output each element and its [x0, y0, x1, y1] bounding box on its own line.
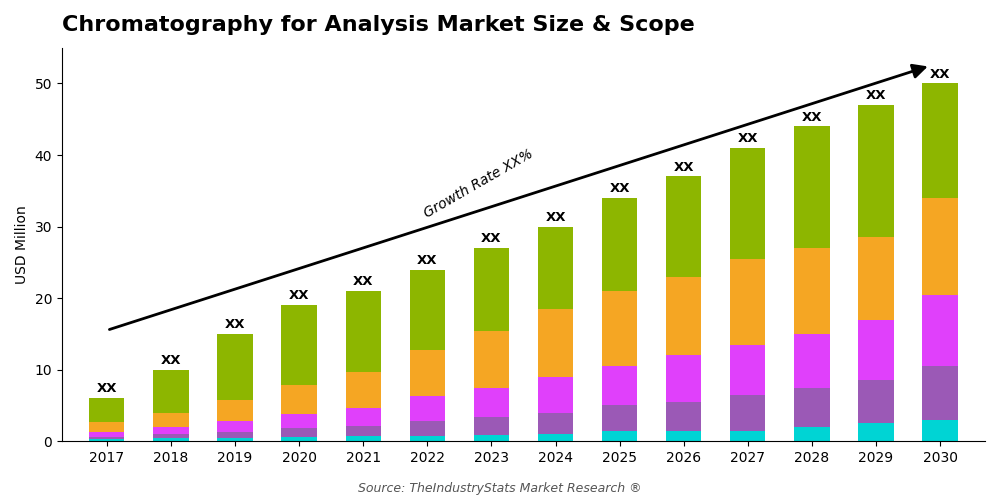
Bar: [474, 388, 509, 417]
Text: XX: XX: [289, 290, 309, 302]
Text: XX: XX: [97, 382, 117, 396]
Bar: [666, 430, 701, 442]
Bar: [89, 422, 124, 432]
Bar: [858, 320, 894, 380]
Bar: [794, 334, 830, 388]
Text: XX: XX: [930, 68, 950, 80]
Text: Growth Rate XX%: Growth Rate XX%: [422, 146, 536, 220]
Bar: [281, 386, 317, 414]
Bar: [794, 248, 830, 334]
Bar: [217, 400, 253, 421]
Bar: [666, 276, 701, 355]
Bar: [410, 421, 445, 436]
Text: XX: XX: [738, 132, 758, 145]
Bar: [666, 402, 701, 430]
Bar: [410, 396, 445, 421]
Bar: [153, 438, 189, 442]
Bar: [89, 398, 124, 422]
Bar: [602, 198, 637, 291]
Bar: [474, 417, 509, 435]
Bar: [346, 436, 381, 442]
Bar: [858, 105, 894, 238]
Text: XX: XX: [673, 160, 694, 173]
Bar: [281, 428, 317, 437]
Bar: [858, 238, 894, 320]
Bar: [474, 435, 509, 442]
Bar: [794, 126, 830, 248]
Bar: [217, 438, 253, 442]
Bar: [602, 406, 637, 430]
Text: XX: XX: [225, 318, 245, 331]
Bar: [730, 430, 765, 442]
Bar: [858, 424, 894, 442]
Bar: [410, 436, 445, 442]
Text: XX: XX: [417, 254, 438, 266]
Bar: [602, 430, 637, 442]
Bar: [730, 344, 765, 395]
Bar: [474, 331, 509, 388]
Text: XX: XX: [353, 275, 373, 288]
Bar: [730, 395, 765, 430]
Bar: [217, 334, 253, 400]
Bar: [538, 434, 573, 442]
Bar: [922, 84, 958, 198]
Bar: [346, 372, 381, 408]
Bar: [153, 412, 189, 427]
Bar: [602, 366, 637, 406]
Bar: [538, 377, 573, 412]
Bar: [730, 259, 765, 344]
Bar: [858, 380, 894, 424]
Text: Chromatography for Analysis Market Size & Scope: Chromatography for Analysis Market Size …: [62, 15, 695, 35]
Bar: [922, 420, 958, 442]
Bar: [281, 414, 317, 428]
Text: XX: XX: [545, 210, 566, 224]
Bar: [922, 198, 958, 294]
Bar: [602, 291, 637, 366]
Text: XX: XX: [161, 354, 181, 367]
Bar: [666, 176, 701, 276]
Bar: [89, 432, 124, 436]
Bar: [794, 427, 830, 442]
Bar: [410, 350, 445, 396]
Bar: [89, 440, 124, 442]
Bar: [666, 356, 701, 402]
Bar: [89, 436, 124, 440]
Bar: [153, 434, 189, 438]
Bar: [281, 306, 317, 386]
Bar: [346, 291, 381, 372]
Y-axis label: USD Million: USD Million: [15, 205, 29, 284]
Text: XX: XX: [802, 110, 822, 124]
Bar: [794, 388, 830, 427]
Bar: [153, 427, 189, 434]
Text: XX: XX: [609, 182, 630, 195]
Text: Source: TheIndustryStats Market Research ®: Source: TheIndustryStats Market Research…: [358, 482, 642, 495]
Bar: [281, 437, 317, 442]
Bar: [410, 270, 445, 349]
Bar: [217, 432, 253, 438]
Bar: [538, 309, 573, 377]
Bar: [346, 426, 381, 436]
Bar: [922, 366, 958, 420]
Text: XX: XX: [866, 89, 886, 102]
Bar: [538, 226, 573, 309]
Bar: [346, 408, 381, 426]
Bar: [730, 148, 765, 259]
Text: XX: XX: [481, 232, 502, 245]
Bar: [922, 294, 958, 366]
Bar: [217, 421, 253, 432]
Bar: [153, 370, 189, 412]
Bar: [538, 412, 573, 434]
Bar: [474, 248, 509, 331]
